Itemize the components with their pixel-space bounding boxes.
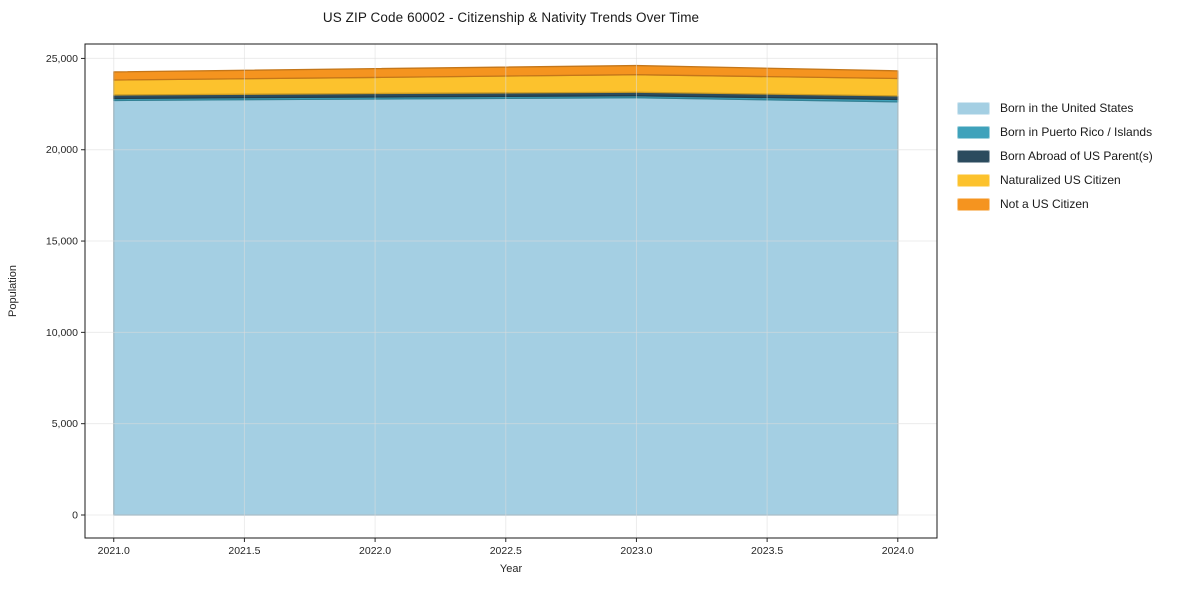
y-tick-label: 5,000 xyxy=(52,418,78,430)
y-tick-label: 10,000 xyxy=(46,327,78,339)
legend-item-naturalized-us-citizen: Naturalized US Citizen xyxy=(957,173,1153,187)
legend-swatch xyxy=(957,149,990,163)
y-tick-label: 20,000 xyxy=(46,144,78,156)
legend-label: Born in Puerto Rico / Islands xyxy=(1000,125,1153,139)
legend-label: Born in the United States xyxy=(1000,101,1134,115)
legend-swatch xyxy=(957,125,990,139)
x-tick-label: 2022.0 xyxy=(359,545,391,557)
legend-item-not-a-us-citizen: Not a US Citizen xyxy=(957,197,1153,211)
legend-swatch xyxy=(957,197,990,211)
y-tick-label: 0 xyxy=(72,509,78,521)
x-axis-label: Year xyxy=(500,563,523,575)
y-tick-label: 25,000 xyxy=(46,53,78,65)
plot-border xyxy=(84,43,938,539)
legend-label: Naturalized US Citizen xyxy=(1000,173,1121,187)
legend-item-born-abroad-of-us-parent-s: Born Abroad of US Parent(s) xyxy=(957,149,1153,163)
legend-label: Born Abroad of US Parent(s) xyxy=(1000,149,1153,163)
legend-swatch xyxy=(957,101,990,115)
x-tick-label: 2021.0 xyxy=(98,545,130,557)
legend: Born in the United States Born in Puerto … xyxy=(957,101,1153,211)
x-tick-label: 2024.0 xyxy=(882,545,914,557)
x-tick-label: 2023.5 xyxy=(751,545,783,557)
y-tick-label: 15,000 xyxy=(46,236,78,248)
legend-label: Not a US Citizen xyxy=(1000,197,1089,211)
x-tick-label: 2021.5 xyxy=(228,545,260,557)
x-tick-label: 2022.5 xyxy=(490,545,522,557)
chart-title: US ZIP Code 60002 - Citizenship & Nativi… xyxy=(322,10,700,25)
y-axis-label: Population xyxy=(7,265,19,317)
x-tick-label: 2023.0 xyxy=(620,545,652,557)
legend-item-born-in-the-united-states: Born in the United States xyxy=(957,101,1153,115)
legend-swatch xyxy=(957,173,990,187)
legend-item-born-in-puerto-rico-islands: Born in Puerto Rico / Islands xyxy=(957,125,1153,139)
